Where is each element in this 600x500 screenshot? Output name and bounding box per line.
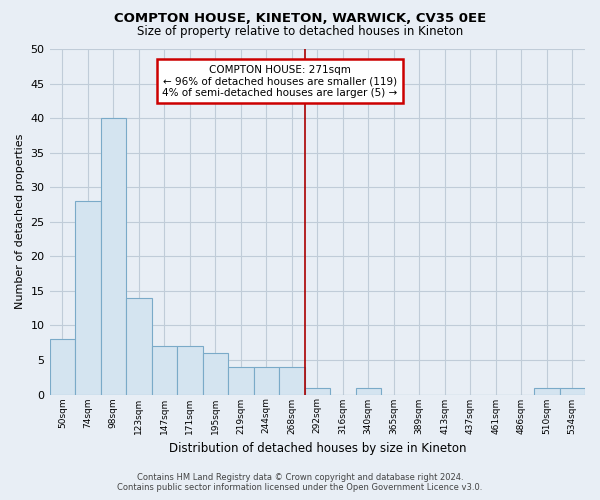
Bar <box>203 353 228 395</box>
Bar <box>177 346 203 395</box>
Bar <box>101 118 126 394</box>
Bar <box>228 367 254 394</box>
Bar <box>50 339 75 394</box>
Text: Size of property relative to detached houses in Kineton: Size of property relative to detached ho… <box>137 25 463 38</box>
Bar <box>254 367 279 394</box>
Bar <box>152 346 177 395</box>
Bar <box>305 388 330 394</box>
X-axis label: Distribution of detached houses by size in Kineton: Distribution of detached houses by size … <box>169 442 466 455</box>
Bar <box>126 298 152 394</box>
Y-axis label: Number of detached properties: Number of detached properties <box>15 134 25 310</box>
Bar <box>534 388 560 394</box>
Bar <box>75 201 101 394</box>
Bar <box>356 388 381 394</box>
Text: Contains HM Land Registry data © Crown copyright and database right 2024.
Contai: Contains HM Land Registry data © Crown c… <box>118 473 482 492</box>
Text: COMPTON HOUSE: 271sqm
← 96% of detached houses are smaller (119)
4% of semi-deta: COMPTON HOUSE: 271sqm ← 96% of detached … <box>162 64 397 98</box>
Bar <box>560 388 585 394</box>
Bar <box>279 367 305 394</box>
Text: COMPTON HOUSE, KINETON, WARWICK, CV35 0EE: COMPTON HOUSE, KINETON, WARWICK, CV35 0E… <box>114 12 486 26</box>
